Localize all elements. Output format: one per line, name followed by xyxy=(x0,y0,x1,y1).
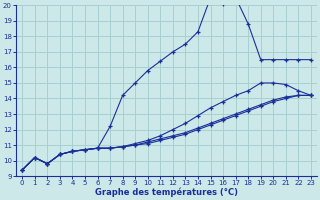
X-axis label: Graphe des températures (°C): Graphe des températures (°C) xyxy=(95,188,238,197)
